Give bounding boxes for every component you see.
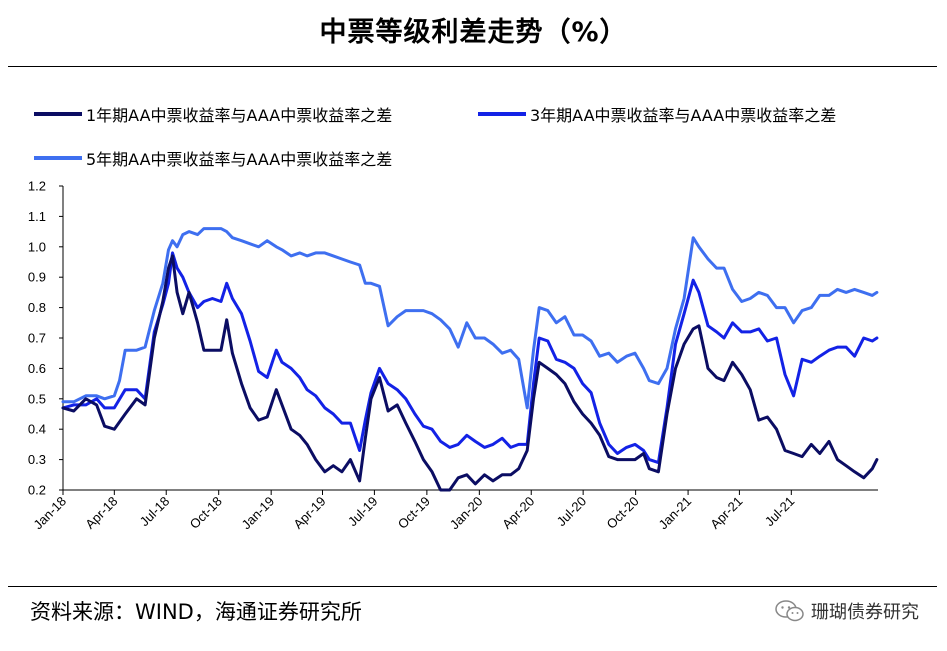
x-tick-label: Jul-19: [345, 494, 381, 530]
x-tick-label: Apr-18: [82, 494, 120, 532]
page-title: 中票等级利差走势（%）: [319, 17, 628, 48]
legend-item-1y: 1年期AA中票收益率与AAA中票收益率之差: [34, 102, 392, 126]
legend-label-3y: 3年期AA中票收益率与AAA中票收益率之差: [530, 106, 837, 125]
x-tick-label: Oct-20: [604, 494, 642, 532]
x-tick-label: Jan-19: [239, 494, 278, 533]
y-tick-label: 1.2: [28, 179, 46, 194]
series-line-3y: [61, 251, 879, 465]
x-tick-label: Apr-19: [290, 494, 328, 532]
legend-item-3y: 3年期AA中票收益率与AAA中票收益率之差: [478, 102, 836, 126]
y-tick-label: 0.2: [28, 483, 46, 498]
x-tick-label: Jan-18: [30, 494, 69, 533]
x-tick-label: Jan-21: [655, 494, 694, 533]
y-tick-label: 0.3: [28, 452, 46, 467]
y-tick-label: 0.7: [28, 331, 46, 346]
x-tick-label: Jul-21: [762, 494, 798, 530]
legend-swatch-3y: [478, 112, 526, 116]
wechat-icon: [775, 600, 804, 622]
x-tick-label: Apr-21: [707, 494, 745, 532]
series-line-5y: [61, 227, 879, 410]
legend-item-5y: 5年期AA中票收益率与AAA中票收益率之差: [34, 146, 392, 170]
y-tick-label: 0.8: [28, 300, 46, 315]
legend-label-1y: 1年期AA中票收益率与AAA中票收益率之差: [86, 106, 393, 125]
y-tick-label: 1.0: [28, 239, 46, 254]
x-tick-label: Oct-19: [395, 494, 433, 532]
y-tick-label: 0.9: [28, 270, 46, 285]
series-line-1y: [61, 254, 879, 492]
title-divider: [8, 66, 937, 67]
chart-series: [61, 227, 879, 492]
footer-divider: [8, 586, 937, 587]
brand-watermark: 珊瑚债券研究: [775, 598, 919, 624]
x-tick-label: Jul-18: [137, 494, 173, 530]
chart-axes: 0.2 0.3 0.4 0.5 0.6 0.7 0.8 0.9 1.0 1.1 1.2 Jan-18 A…: [28, 179, 878, 533]
x-tick-label: Oct-18: [187, 494, 225, 532]
brand-name: 珊瑚债券研究: [811, 602, 919, 623]
x-tick-label: Jul-20: [554, 494, 590, 530]
x-tick-label: Apr-20: [499, 494, 537, 532]
legend-swatch-5y: [34, 156, 82, 160]
legend-swatch-1y: [34, 112, 82, 116]
y-tick-label: 1.1: [28, 209, 46, 224]
y-tick-label: 0.6: [28, 361, 46, 376]
legend-label-5y: 5年期AA中票收益率与AAA中票收益率之差: [86, 150, 393, 169]
x-tick-label: Jan-20: [447, 494, 486, 533]
y-tick-label: 0.5: [28, 391, 46, 406]
y-tick-label: 0.4: [28, 422, 46, 437]
source-note: 资料来源：WIND，海通证券研究所: [30, 600, 362, 624]
